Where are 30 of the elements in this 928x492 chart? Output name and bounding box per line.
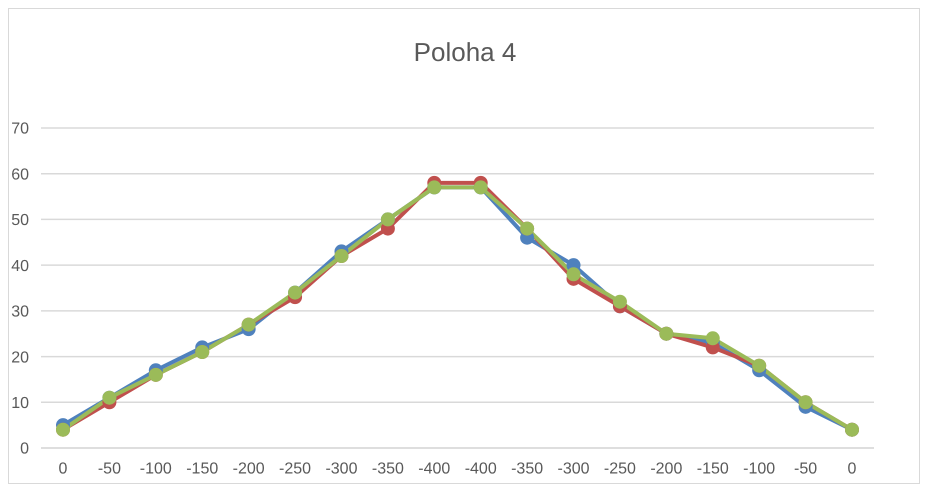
y-tick-label: 10 [11,394,30,412]
x-tick-label: -250 [279,460,312,478]
chart-title: Poloha 4 [412,37,518,68]
y-tick-label: 0 [20,440,30,458]
x-tick-label: -350 [372,460,404,478]
x-tick-label: -400 [464,460,497,478]
point [566,267,581,282]
x-tick-label: -300 [325,460,358,478]
y-tick-label: 40 [11,258,30,275]
x-tick-label: -300 [558,460,590,478]
x-tick-label: 0 [848,460,857,478]
x-tick-label: -150 [186,460,218,478]
x-tick-label: -100 [743,460,776,478]
x-tick-label: -50 [794,460,818,478]
y-tick-label: 30 [11,304,30,321]
x-tick-label: -50 [98,460,122,478]
x-tick-label: 0 [58,460,68,478]
point [706,331,720,346]
x-tick-label: -200 [232,460,265,478]
y-tick-label: 20 [11,349,30,366]
point [612,294,627,309]
x-tick-label: -350 [511,460,544,478]
y-tick-label: 70 [11,120,30,138]
x-tick-label: -400 [418,460,450,478]
x-tick-label: -100 [140,460,172,478]
x-tick-label: -150 [696,460,729,478]
y-tick-label: 60 [11,166,30,184]
x-tick-label: -250 [604,460,636,478]
x-tick-label: -200 [650,460,682,478]
y-tick-label: 50 [11,212,30,230]
